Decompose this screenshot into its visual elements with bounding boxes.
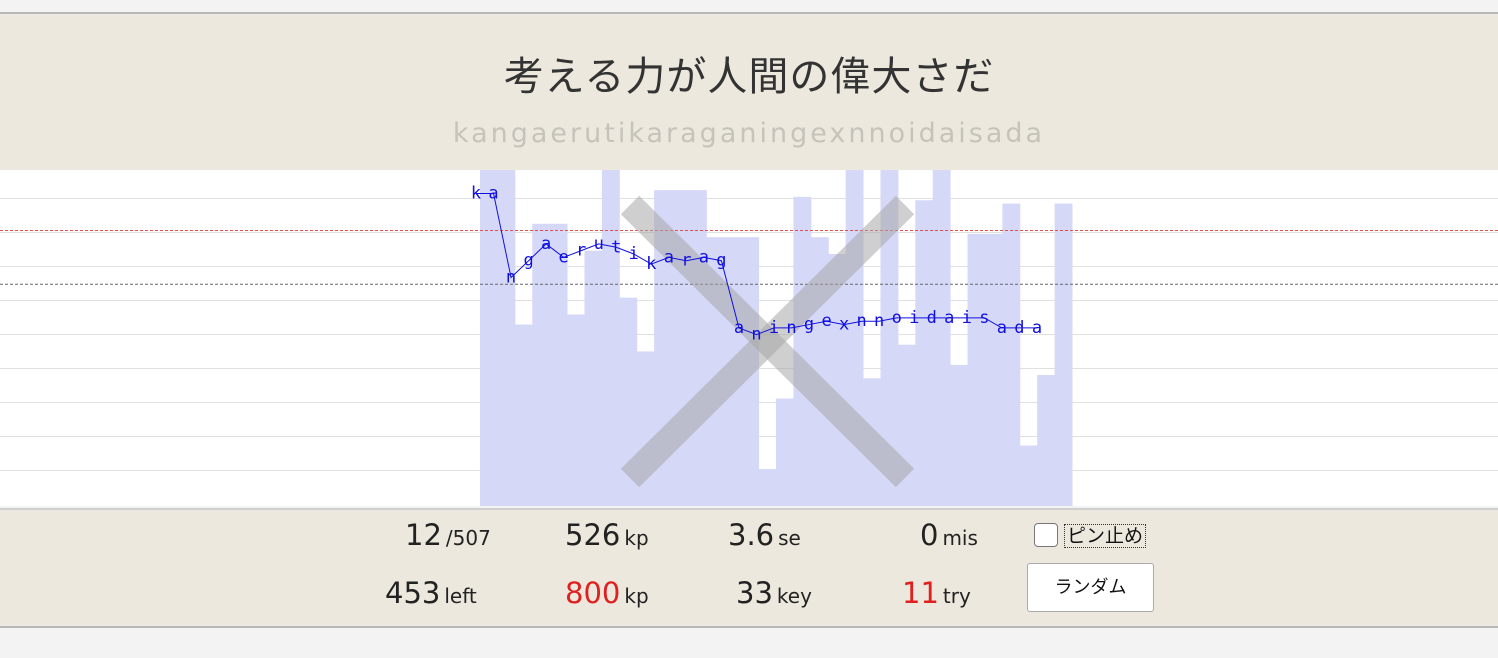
chart-letter: a bbox=[1032, 318, 1042, 338]
pin-label[interactable]: ピン止め bbox=[1064, 524, 1147, 548]
chart-bar bbox=[584, 250, 603, 506]
chart-bar bbox=[601, 170, 620, 506]
stats-panel bbox=[0, 508, 1498, 628]
chart-letter: x bbox=[839, 315, 849, 335]
stat-count: 12/507 bbox=[405, 518, 491, 552]
chart-letter: g bbox=[804, 315, 814, 335]
stat-try-value: 11 bbox=[902, 576, 939, 610]
chart-letter: r bbox=[681, 251, 691, 271]
chart-letter: u bbox=[594, 234, 604, 254]
phrase-title: 考える力が人間の偉大さだ bbox=[503, 54, 995, 100]
chart-bar bbox=[1019, 445, 1038, 506]
chart-letter: s bbox=[979, 308, 989, 328]
stat-try-unit: try bbox=[942, 584, 971, 608]
chart-letter: t bbox=[611, 237, 621, 257]
stat-speed-value: 526 bbox=[565, 518, 621, 552]
stat-count-value: 12 bbox=[405, 518, 442, 552]
chart-letter: n bbox=[786, 318, 796, 338]
chart-letter: k bbox=[646, 254, 656, 274]
chart-bar bbox=[688, 190, 707, 506]
pin-checkbox[interactable] bbox=[1034, 523, 1058, 547]
chart-letter: r bbox=[576, 241, 586, 261]
chart-letter: a bbox=[997, 318, 1007, 338]
chart-bar bbox=[1037, 374, 1056, 506]
stat-best-speed-value: 800 bbox=[565, 576, 621, 610]
chart-letter: e bbox=[821, 311, 831, 331]
stat-miss-value: 0 bbox=[920, 518, 939, 552]
chart-letter: i bbox=[909, 308, 919, 328]
chart-bar bbox=[776, 398, 794, 506]
romaji-text: kangaerutikaraganingexnnoidaisada bbox=[452, 118, 1046, 149]
chart-letter: n bbox=[751, 325, 761, 345]
chart-bar bbox=[480, 170, 498, 506]
stat-miss-unit: mis bbox=[942, 526, 978, 550]
chart-letter: a bbox=[734, 318, 744, 338]
chart-letter: d bbox=[1014, 318, 1024, 338]
stat-keys: 33 key bbox=[736, 576, 812, 610]
chart-bar bbox=[915, 200, 934, 506]
chart-letter: o bbox=[892, 308, 902, 328]
stat-seconds-unit: se bbox=[778, 526, 801, 550]
chart-bar bbox=[984, 233, 1003, 506]
chart-bar bbox=[950, 364, 969, 506]
chart-letter: n bbox=[857, 311, 867, 331]
chart-bar bbox=[514, 324, 533, 506]
stat-seconds-value: 3.6 bbox=[728, 518, 775, 552]
header: 考える力が人間の偉大さだ kangaerutikaraganingexnnoid… bbox=[0, 12, 1498, 172]
chart-letter: i bbox=[769, 318, 779, 338]
chart-bar bbox=[619, 297, 638, 506]
stat-left: 453 left bbox=[385, 576, 477, 610]
random-button[interactable]: ランダム bbox=[1027, 563, 1154, 612]
chart-letter: a bbox=[944, 308, 954, 328]
stat-count-unit: /507 bbox=[445, 526, 491, 550]
chart-letter: a bbox=[488, 184, 498, 204]
chart-bar bbox=[828, 254, 847, 506]
stat-speed-unit: kp bbox=[624, 526, 649, 550]
stat-keys-unit: key bbox=[776, 584, 812, 608]
chart-letter: i bbox=[629, 244, 639, 264]
stat-try: 11 try bbox=[902, 576, 971, 610]
chart-letter: a bbox=[664, 247, 674, 267]
stat-best-speed: 800 kp bbox=[565, 576, 649, 610]
chart-svg: k angae r u t ik a r a ga n i n g e x n n o i d a i sa d a bbox=[0, 170, 1498, 506]
chart-bar bbox=[880, 170, 899, 506]
stat-speed: 526 kp bbox=[565, 518, 649, 552]
chart-bar bbox=[793, 196, 812, 506]
chart-bar bbox=[549, 223, 568, 506]
chart-bar bbox=[758, 469, 777, 506]
chart-letter: d bbox=[927, 308, 937, 328]
chart-letter: n bbox=[874, 311, 884, 331]
chart-letter: g bbox=[716, 251, 726, 271]
chart-bar bbox=[1002, 203, 1021, 506]
stat-best-speed-unit: kp bbox=[624, 584, 649, 608]
chart-bar bbox=[845, 170, 864, 506]
stat-miss: 0 mis bbox=[920, 518, 978, 552]
chart-bar bbox=[1054, 203, 1073, 506]
chart-bar bbox=[532, 223, 551, 506]
chart-letter: k bbox=[471, 184, 481, 204]
cross-stroke bbox=[620, 195, 915, 488]
stat-keys-value: 33 bbox=[736, 576, 773, 610]
chart-letter: e bbox=[559, 247, 569, 267]
stat-left-value: 453 bbox=[385, 576, 441, 610]
stat-left-unit: left bbox=[444, 584, 477, 608]
chart-letter: a bbox=[699, 247, 709, 267]
chart-bar bbox=[932, 170, 951, 506]
speed-line bbox=[476, 193, 1037, 336]
stat-seconds: 3.6 se bbox=[728, 518, 801, 552]
chart-bar bbox=[567, 314, 585, 506]
chart-letter: g bbox=[523, 251, 533, 271]
chart-letter: n bbox=[506, 268, 516, 288]
chart-bar bbox=[967, 233, 986, 506]
chart-letter: i bbox=[962, 308, 972, 328]
chart-bar bbox=[497, 170, 516, 506]
chart-letter: a bbox=[541, 234, 551, 254]
